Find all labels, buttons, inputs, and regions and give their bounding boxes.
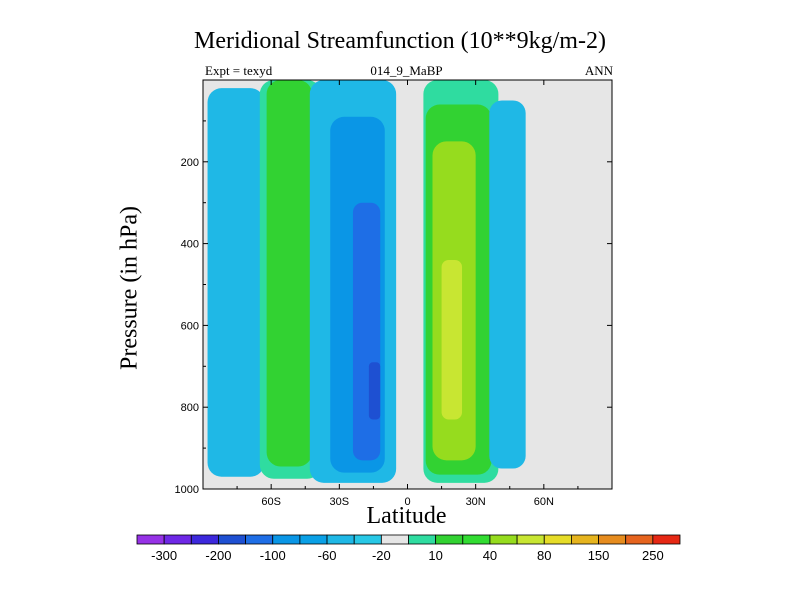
- colorbar-label: 10: [428, 548, 442, 563]
- colorbar-label: -60: [318, 548, 337, 563]
- colorbar-box: [625, 534, 654, 545]
- experiment-label: Expt = texyd: [205, 63, 273, 78]
- y-tick-label: 1000: [175, 484, 199, 496]
- colorbar-label: 250: [642, 548, 664, 563]
- x-tick-label: 60S: [261, 496, 281, 508]
- colorbar-box: [571, 534, 599, 545]
- colorbar-box: [598, 534, 627, 545]
- colorbar-box: [380, 534, 409, 545]
- colorbar-box: [218, 534, 246, 545]
- contour-southern-hadley-cell-max: [368, 362, 381, 420]
- colorbar-box: [190, 534, 219, 545]
- colorbar-label: 40: [483, 548, 497, 563]
- contour-northern-ferrel-cell: [489, 100, 526, 469]
- y-tick-label: 200: [181, 157, 199, 169]
- colorbar-label: -100: [260, 548, 286, 563]
- colorbar-label: 150: [588, 548, 610, 563]
- run-label: 014_9_MaBP: [370, 63, 443, 78]
- colorbar-label: 80: [537, 548, 551, 563]
- colorbar-box: [272, 534, 301, 545]
- contour-southern-ferrel-cell: [266, 80, 313, 467]
- y-tick-label: 600: [181, 320, 199, 332]
- colorbar-box: [353, 534, 382, 545]
- colorbar-box: [163, 534, 192, 545]
- colorbar-box: [408, 534, 437, 545]
- colorbar-label: -200: [205, 548, 231, 563]
- x-tick-label: 60N: [534, 496, 554, 508]
- chart-title: Meridional Streamfunction (10**9kg/m-2): [194, 28, 606, 54]
- contour-northern-hadley-cell-max: [441, 259, 463, 420]
- x-tick-label: 30N: [466, 496, 486, 508]
- x-axis-title: Latitude: [366, 503, 447, 529]
- contour-southern-polar-cell: [207, 88, 265, 477]
- colorbar-box: [245, 534, 274, 545]
- y-tick-label: 400: [181, 239, 199, 251]
- y-tick-label: 800: [181, 402, 199, 414]
- colorbar-box: [136, 534, 165, 545]
- colorbar-label: -300: [151, 548, 177, 563]
- colorbar-box: [299, 534, 328, 545]
- colorbar-label: -20: [372, 548, 391, 563]
- colorbar-box: [462, 534, 491, 545]
- colorbar-box: [516, 534, 545, 545]
- colorbar-box: [652, 534, 681, 545]
- colorbar-box: [489, 534, 518, 545]
- season-label: ANN: [584, 63, 613, 78]
- x-tick-label: 0: [404, 496, 410, 508]
- x-tick-label: 30S: [330, 496, 350, 508]
- colorbar-box: [326, 534, 355, 545]
- colorbar-box: [435, 534, 464, 545]
- colorbar-box: [543, 534, 572, 545]
- contour-southern-hadley-cell-core: [352, 202, 381, 461]
